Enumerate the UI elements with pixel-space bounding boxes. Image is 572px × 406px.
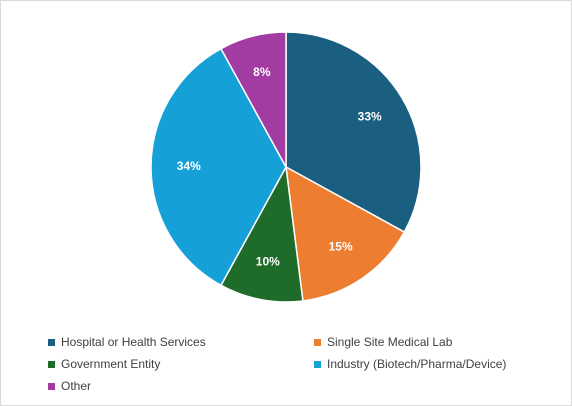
pie-slice-2 (219, 164, 304, 303)
pie-data-label-0: 33% (358, 110, 382, 124)
legend-label-3: Industry (Biotech/Pharma/Device) (327, 357, 507, 371)
pie-slice-1 (285, 165, 406, 302)
pie-slice-3 (150, 47, 287, 287)
legend-item-3: Industry (Biotech/Pharma/Device) (314, 355, 506, 373)
legend-swatch-1 (314, 338, 321, 346)
legend-item-4: Other (48, 377, 91, 395)
pie-data-label-1: 15% (329, 240, 353, 254)
legend-swatch-3 (314, 360, 321, 368)
legend-label-1: Single Site Medical Lab (327, 335, 453, 349)
legend-swatch-0 (48, 338, 55, 346)
pie-slice-0 (285, 31, 422, 234)
legend-swatch-4 (48, 382, 55, 390)
chart-legend: Hospital or Health Services Single Site M… (48, 333, 548, 399)
pie-slices (150, 31, 422, 303)
pie-data-label-4: 8% (253, 65, 271, 79)
pie-data-label-3: 34% (177, 159, 201, 173)
pie-slice-4 (219, 31, 287, 168)
legend-label-2: Government Entity (61, 357, 161, 371)
legend-item-2: Government Entity (48, 355, 160, 373)
legend-label-0: Hospital or Health Services (61, 335, 206, 349)
pie-data-labels: 33% 15% 10% 34% 8% (177, 65, 382, 269)
legend-item-0: Hospital or Health Services (48, 333, 206, 351)
pie-data-label-2: 10% (256, 255, 280, 269)
legend-label-4: Other (61, 379, 92, 393)
legend-swatch-2 (48, 360, 55, 368)
legend-item-1: Single Site Medical Lab (314, 333, 452, 351)
